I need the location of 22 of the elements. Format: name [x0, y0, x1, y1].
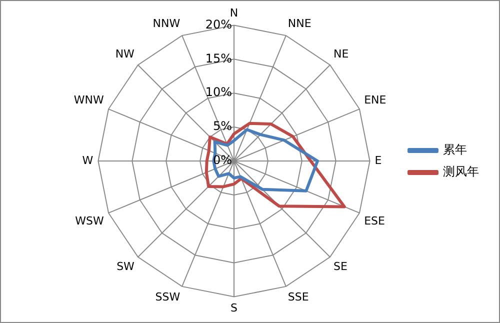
legend-label: 累年 [443, 142, 467, 157]
spoke-label: NNW [152, 17, 180, 30]
spoke-label: WNW [74, 93, 104, 106]
spoke-label: NE [334, 48, 349, 61]
spoke-label: SSE [288, 290, 309, 304]
y-tick-label: 20% [205, 17, 232, 32]
spoke-label: SE [334, 260, 348, 274]
spoke-label: W [82, 154, 94, 167]
y-tick-label: 5% [212, 119, 232, 134]
spoke-label: NNE [288, 17, 312, 30]
spoke-label: NW [115, 48, 135, 61]
legend-label: 测风年 [443, 164, 479, 179]
spoke-label: ENE [364, 93, 386, 106]
spoke-label: WSW [75, 214, 104, 228]
spoke-label: E [374, 154, 382, 167]
spoke-label: SW [116, 260, 135, 274]
y-tick-label: 10% [205, 85, 232, 100]
spoke-label: N [230, 6, 238, 20]
spoke-label: ESE [364, 214, 386, 228]
spoke-label: S [230, 301, 238, 314]
spoke-label: SSW [155, 290, 180, 304]
y-tick-label: 15% [205, 51, 232, 66]
